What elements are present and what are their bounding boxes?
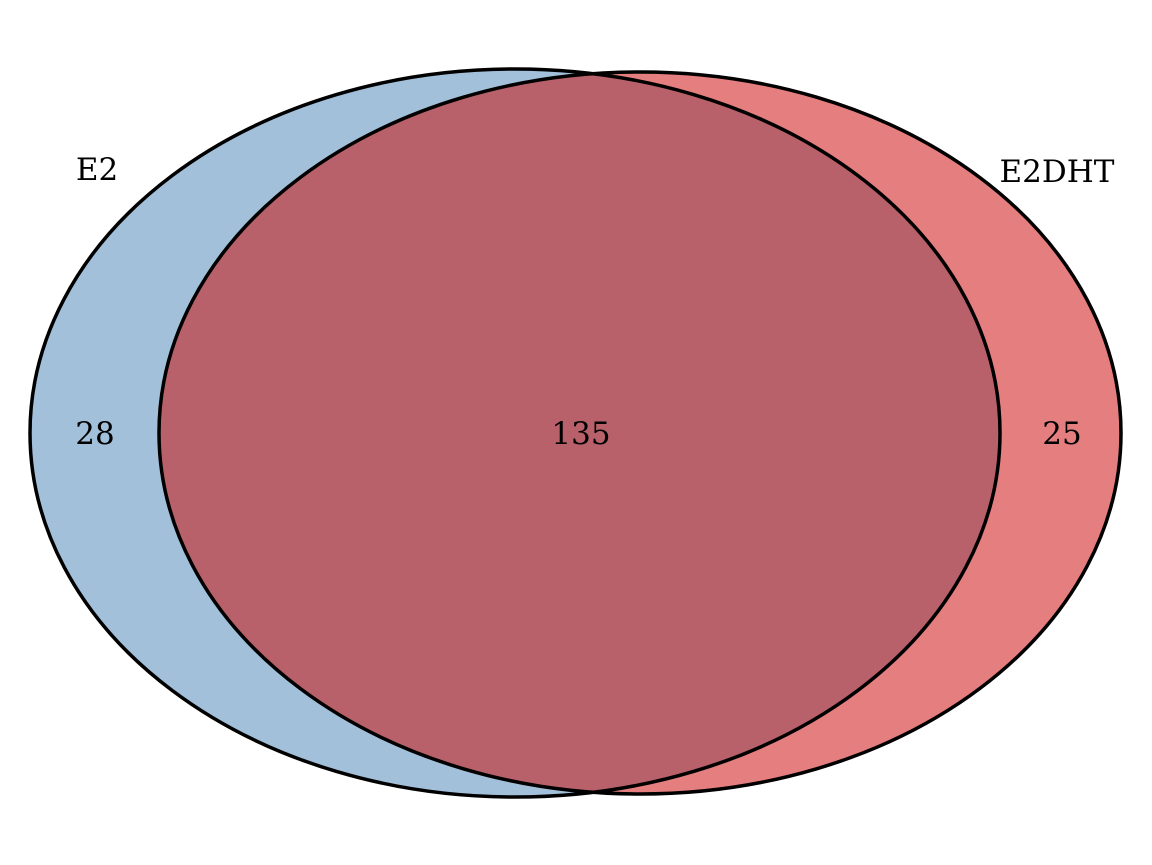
set-label-e2: E2 xyxy=(76,152,118,188)
set-label-e2dht: E2DHT xyxy=(1000,154,1115,190)
count-only-e2dht: 25 xyxy=(1042,416,1081,452)
count-intersection: 135 xyxy=(551,416,610,452)
set-e2dht-outline xyxy=(157,70,1123,796)
intersection-region xyxy=(159,72,1000,794)
count-only-e2: 28 xyxy=(75,416,114,452)
set-e2-outline xyxy=(28,67,1002,799)
